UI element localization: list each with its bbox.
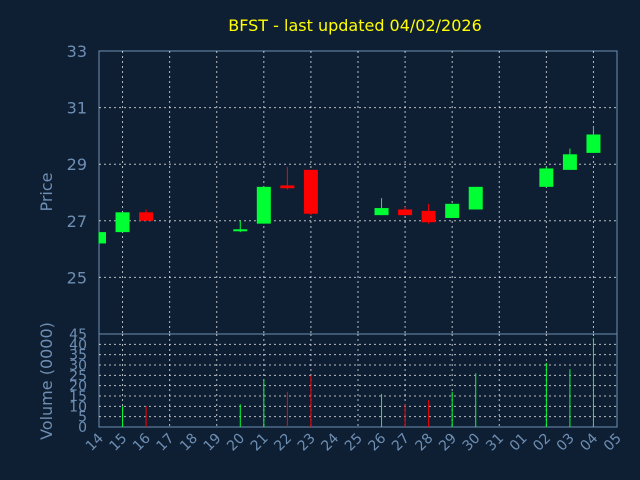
volume-tick-label: 40 — [69, 337, 87, 353]
candle-body — [374, 208, 389, 216]
x-tick-label: 29 — [436, 431, 460, 455]
volume-tick-label: 10 — [69, 399, 87, 415]
x-tick-label: 03 — [554, 431, 578, 455]
x-tick-label: 27 — [389, 431, 413, 455]
candle-body — [233, 229, 248, 232]
price-axis-label: Price — [37, 172, 56, 211]
candle-body — [303, 169, 318, 214]
volume-series — [122, 338, 594, 427]
x-tick-label: 20 — [224, 431, 248, 455]
candle-body — [586, 134, 601, 153]
volume-tick-label: 25 — [69, 368, 87, 384]
x-tick-label: 25 — [342, 431, 366, 455]
volume-tick-label: 45 — [69, 327, 87, 343]
candle-body — [115, 212, 130, 233]
candle-body — [398, 209, 413, 216]
x-tick-label: 18 — [177, 431, 201, 455]
candle-body — [539, 168, 554, 187]
price-tick-label: 29 — [67, 155, 87, 174]
x-tick-label: 16 — [130, 430, 154, 454]
x-tick-label: 26 — [365, 430, 389, 454]
volume-tick-label: 0 — [78, 420, 87, 436]
x-tick-label: 15 — [106, 431, 130, 455]
candle-body — [421, 210, 436, 223]
candle-body — [468, 186, 483, 210]
volume-axis-label: Volume (0000) — [37, 322, 56, 440]
candle-body — [445, 203, 460, 218]
x-tick-label: 05 — [601, 431, 625, 455]
volume-tick-label: 5 — [78, 410, 87, 426]
candle-body — [562, 154, 577, 170]
price-tick-label: 25 — [67, 268, 87, 287]
candle-body — [256, 186, 271, 224]
price-series — [98, 125, 601, 244]
x-tick-label: 22 — [271, 431, 295, 455]
x-tick-label: 24 — [318, 430, 342, 454]
volume-tick-label: 35 — [69, 348, 87, 364]
price-tick-label: 33 — [67, 42, 87, 61]
x-tick-label: 19 — [201, 431, 225, 455]
x-tick-label: 28 — [413, 431, 437, 455]
volume-tick-label: 20 — [69, 379, 87, 395]
volume-tick-label: 15 — [69, 389, 87, 405]
price-tick-label: 27 — [67, 212, 87, 231]
candle-body — [280, 185, 295, 189]
x-tick-label: 23 — [295, 431, 319, 455]
price-tick-label: 31 — [67, 99, 87, 118]
chart-title: BFST - last updated 04/02/2026 — [228, 16, 482, 35]
x-tick-label: 31 — [483, 431, 507, 455]
grid-layer — [98, 50, 618, 428]
x-tick-label: 01 — [507, 431, 531, 455]
x-tick-label: 17 — [154, 431, 178, 455]
x-tick-label: 04 — [577, 430, 601, 454]
candle-body — [99, 232, 106, 244]
x-axis-label: Day — [334, 459, 362, 475]
x-tick-label: 30 — [460, 431, 484, 455]
x-tick-label: 02 — [530, 431, 554, 455]
volume-tick-label: 30 — [69, 358, 87, 374]
x-tick-label: 21 — [248, 431, 272, 455]
candle-body — [139, 212, 154, 221]
